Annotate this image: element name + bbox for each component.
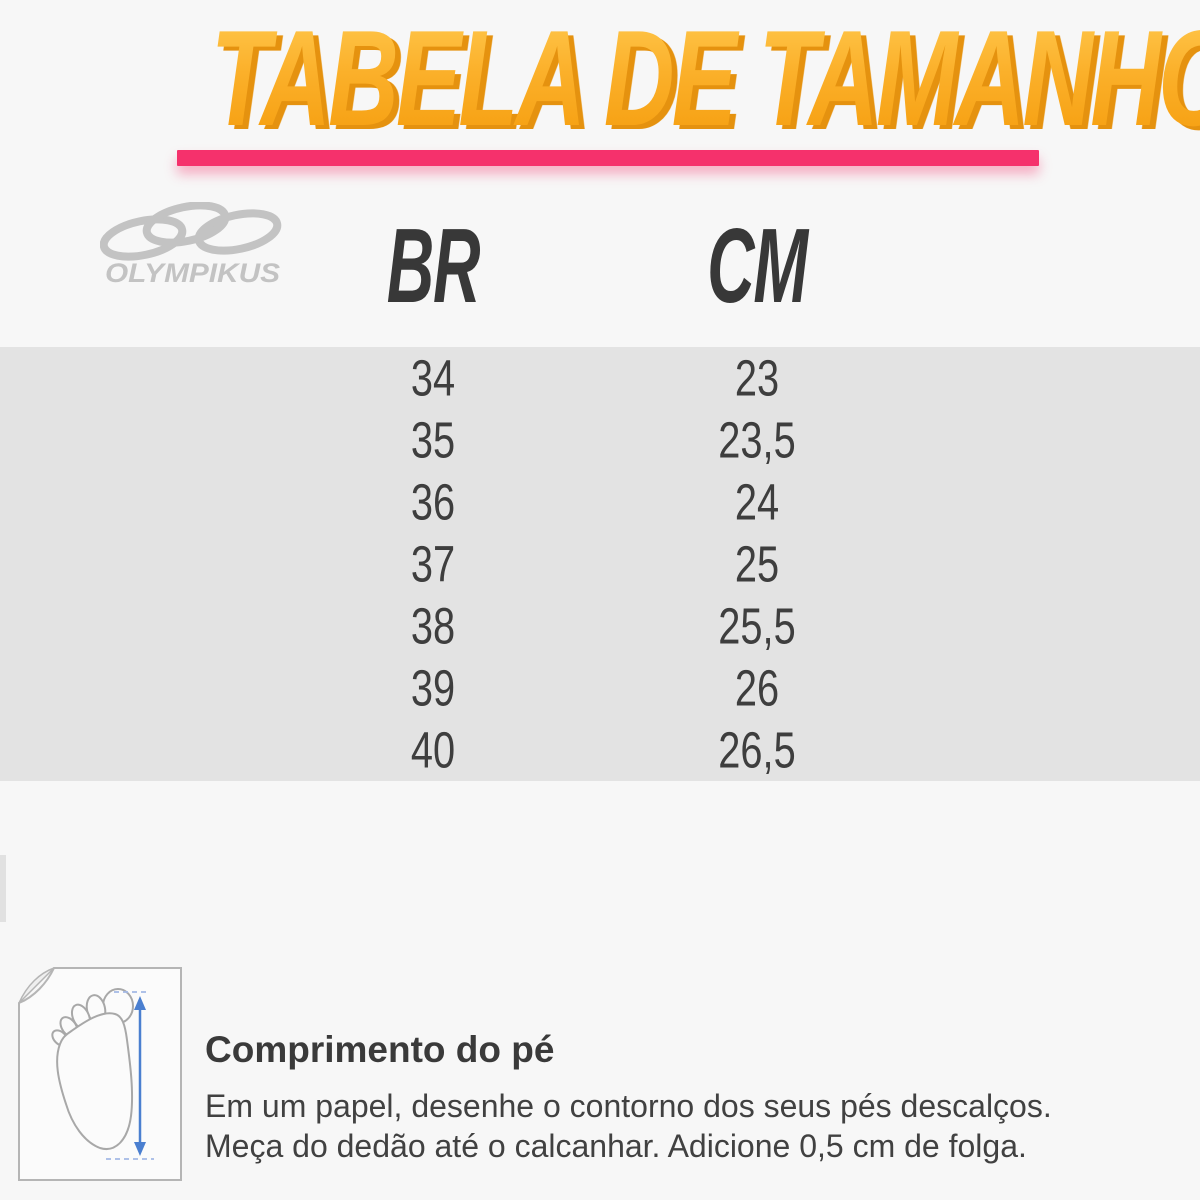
cell-cm: 25,5 bbox=[718, 597, 796, 655]
foot-outline bbox=[51, 988, 134, 1150]
cell-br: 34 bbox=[410, 349, 456, 407]
olympikus-rings-icon bbox=[100, 202, 282, 261]
title-underline bbox=[177, 150, 1039, 166]
brand-logo: OLYMPIKUS bbox=[100, 202, 282, 288]
cell-br: 38 bbox=[410, 597, 456, 655]
table-row: 38 25,5 bbox=[0, 595, 1200, 657]
table-row: 34 23 bbox=[0, 347, 1200, 409]
cell-br: 36 bbox=[410, 473, 456, 531]
cell-br: 40 bbox=[410, 721, 456, 779]
left-edge-fragment bbox=[0, 855, 6, 922]
cell-cm: 26 bbox=[734, 659, 780, 717]
column-header-br: BR bbox=[386, 207, 481, 325]
instructions-section: Comprimento do pé Em um papel, desenhe o… bbox=[205, 1028, 1105, 1166]
cell-cm: 25 bbox=[734, 535, 780, 593]
table-row: 40 26,5 bbox=[0, 719, 1200, 781]
table-row: 36 24 bbox=[0, 471, 1200, 533]
table-row: 39 26 bbox=[0, 657, 1200, 719]
instructions-line-2: Meça do dedão até o calcanhar. Adicione … bbox=[205, 1128, 1027, 1164]
cell-br: 37 bbox=[410, 535, 456, 593]
paper-fold-corner bbox=[18, 967, 55, 1004]
measurement-arrow bbox=[106, 991, 154, 1160]
instructions-heading: Comprimento do pé bbox=[205, 1029, 555, 1070]
cell-cm: 26,5 bbox=[718, 721, 796, 779]
page-title: TABELA DE TAMANHOS bbox=[0, 8, 1200, 150]
cell-cm: 24 bbox=[734, 473, 780, 531]
table-row: 35 23,5 bbox=[0, 409, 1200, 471]
cell-br: 39 bbox=[410, 659, 456, 717]
page-title-text: TABELA DE TAMANHOS bbox=[211, 8, 1200, 148]
table-row: 37 25 bbox=[0, 533, 1200, 595]
column-header-cm: CM bbox=[707, 207, 808, 325]
foot-measurement-icon bbox=[18, 967, 182, 1181]
instructions-line-1: Em um papel, desenhe o contorno dos seus… bbox=[205, 1088, 1052, 1124]
cell-cm: 23,5 bbox=[718, 411, 796, 469]
cell-br: 35 bbox=[410, 411, 456, 469]
page-title-heading: TABELA DE TAMANHOS bbox=[0, 8, 1200, 148]
brand-logo-text: OLYMPIKUS bbox=[105, 258, 280, 288]
cell-cm: 23 bbox=[734, 349, 780, 407]
size-table-body: 34 23 35 23,5 36 24 37 25 38 25,5 39 26 … bbox=[0, 347, 1200, 781]
